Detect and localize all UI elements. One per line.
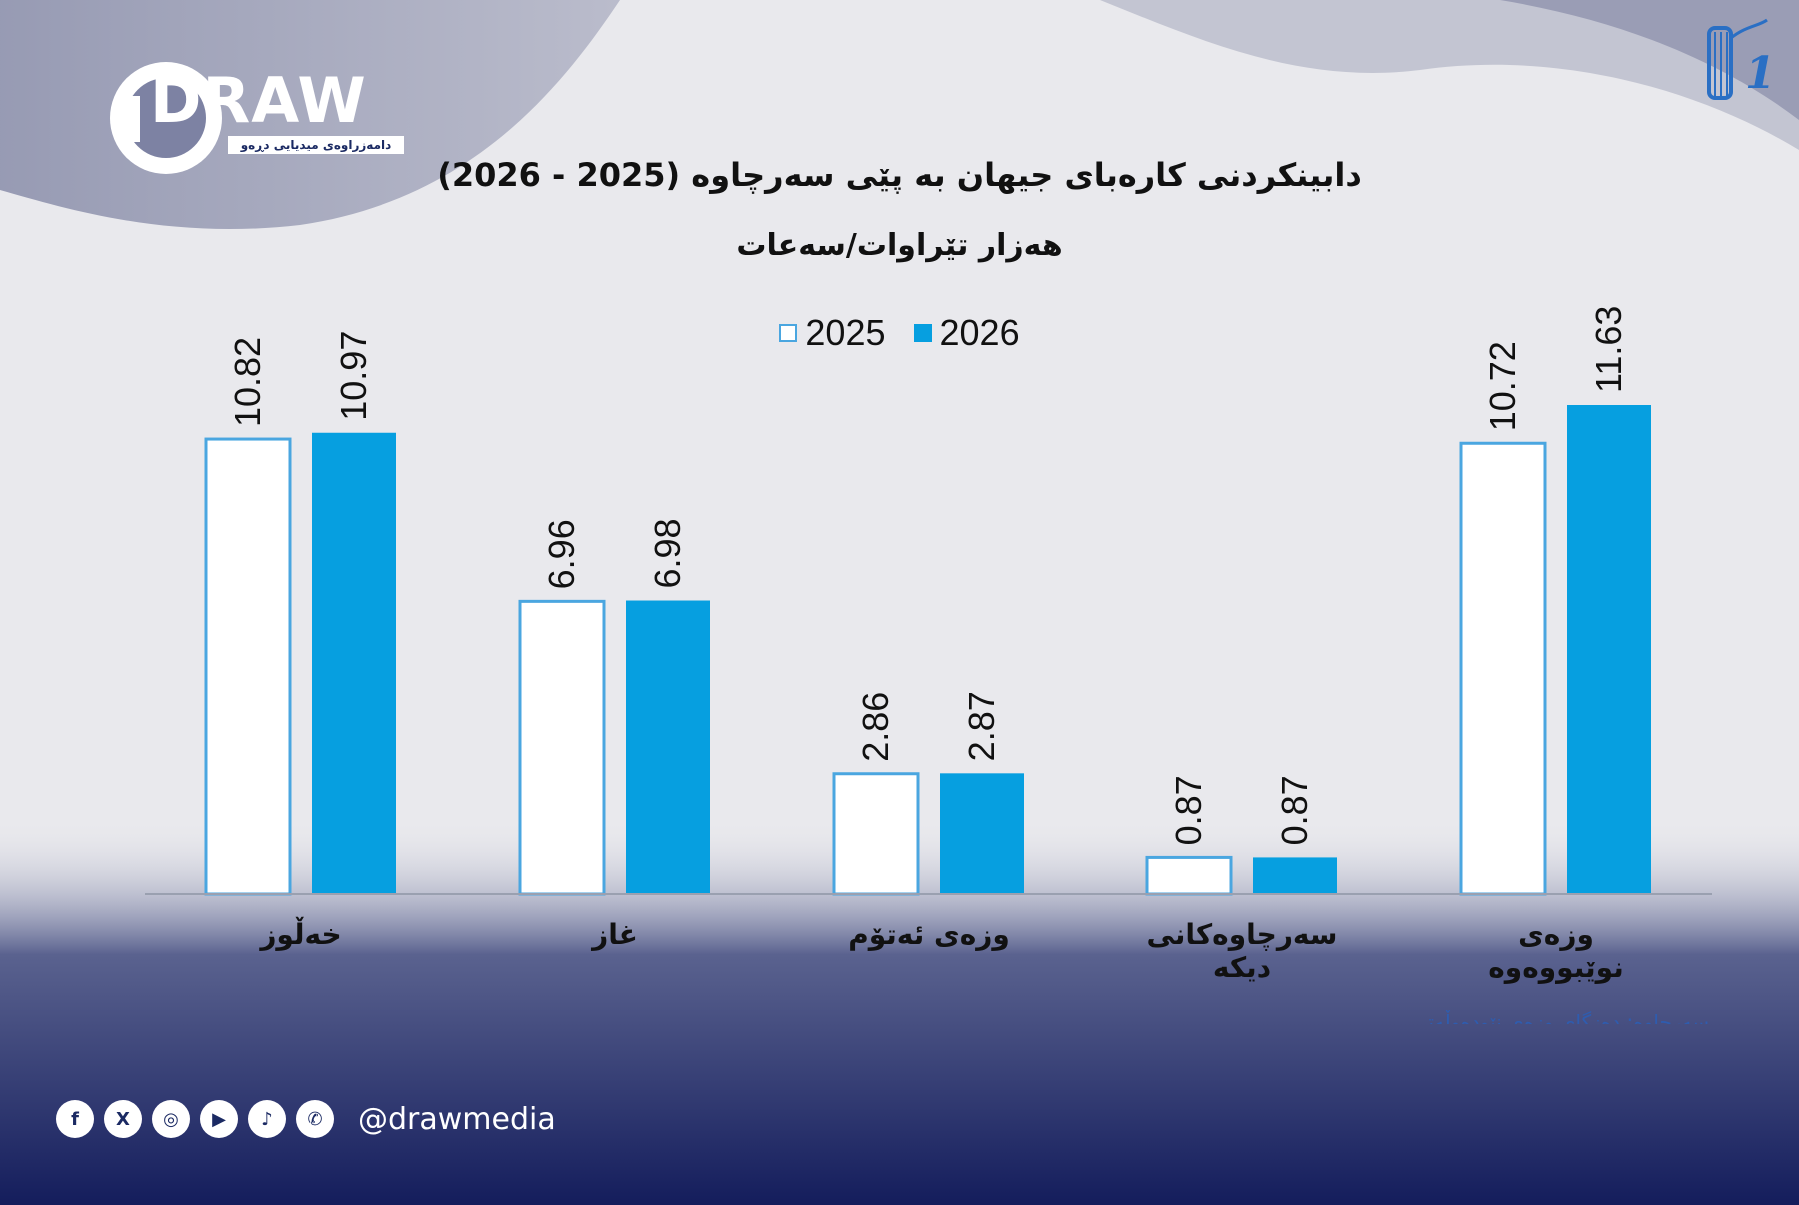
bar-2025-4 bbox=[1459, 441, 1547, 896]
category-label-4: وزەی نوێبووەوە bbox=[1488, 918, 1624, 984]
bar-2026-1 bbox=[626, 600, 710, 894]
bar-2026-3 bbox=[1253, 857, 1337, 894]
whatsapp-icon[interactable]: ✆ bbox=[296, 1100, 334, 1138]
legend: 2025 2026 bbox=[0, 312, 1799, 354]
bar-2025-0 bbox=[204, 437, 292, 896]
value-label-2026-3: 0.87 bbox=[1274, 775, 1315, 845]
legend-item-2025: 2025 bbox=[779, 312, 886, 354]
legend-item-2026: 2026 bbox=[913, 312, 1020, 354]
category-label-3: سەرچاوەکانی دیکە bbox=[1146, 918, 1338, 984]
bar-2026-4 bbox=[1567, 405, 1651, 894]
tiktok-icon[interactable]: ♪ bbox=[248, 1100, 286, 1138]
bars-group: 10.82 10.97 6.96 6.98 2.86 2.87 0.87 0.87 10.72 1… bbox=[204, 306, 1651, 896]
value-label-2025-3: 0.87 bbox=[1168, 775, 1209, 845]
category-label-2: وزەی ئەتۆم bbox=[848, 918, 1010, 951]
instagram-icon[interactable]: ◎ bbox=[152, 1100, 190, 1138]
value-label-2025-1: 6.96 bbox=[541, 519, 582, 589]
logo-wordmark: DRAW bbox=[150, 64, 367, 137]
corner-logo: 1 bbox=[1707, 18, 1771, 100]
legend-label-2026: 2026 bbox=[939, 312, 1020, 353]
legend-swatch-2026 bbox=[913, 324, 932, 342]
value-label-2026-1: 6.98 bbox=[647, 518, 688, 588]
bar-2025-1 bbox=[518, 599, 606, 896]
facebook-icon[interactable]: f bbox=[56, 1100, 94, 1138]
bar-2025-2 bbox=[832, 772, 920, 896]
bar-2026-0 bbox=[312, 432, 396, 894]
bar-2026-2 bbox=[940, 773, 1024, 894]
value-label-2026-0: 10.97 bbox=[333, 331, 374, 421]
legend-swatch-2025 bbox=[779, 324, 798, 342]
x-icon[interactable]: X bbox=[104, 1100, 142, 1138]
source-note: سەرچاوە: دەزگای وزەی نێودەوڵەتی bbox=[1411, 1010, 1709, 1024]
social-bar: f X ◎ ▶ ♪ ✆ @drawmedia bbox=[56, 1100, 556, 1138]
legend-label-2025: 2025 bbox=[805, 312, 886, 353]
value-label-2026-2: 2.87 bbox=[961, 691, 1002, 761]
youtube-icon[interactable]: ▶ bbox=[200, 1100, 238, 1138]
bar-2025-3 bbox=[1145, 855, 1233, 896]
category-label-0: خەڵوز bbox=[260, 918, 342, 951]
value-label-2025-4: 10.72 bbox=[1482, 341, 1523, 431]
draw-logo bbox=[110, 62, 222, 174]
chart-title: دابینکردنی کارەبای جیهان بە پێی سەرچاوە … bbox=[437, 156, 1362, 194]
corner-logo-digit: 1 bbox=[1745, 48, 1771, 99]
value-label-2026-4: 11.63 bbox=[1588, 306, 1629, 393]
logo-subtitle: دامەزراوەی میدیایی دڕەو bbox=[228, 136, 404, 154]
social-handle[interactable]: @drawmedia bbox=[358, 1101, 556, 1137]
value-label-2025-2: 2.86 bbox=[855, 692, 896, 762]
category-label-1: غاز bbox=[592, 918, 638, 951]
chart-subtitle: هەزار تێراوات/سەعات bbox=[736, 228, 1063, 263]
value-label-2025-0: 10.82 bbox=[227, 337, 268, 427]
